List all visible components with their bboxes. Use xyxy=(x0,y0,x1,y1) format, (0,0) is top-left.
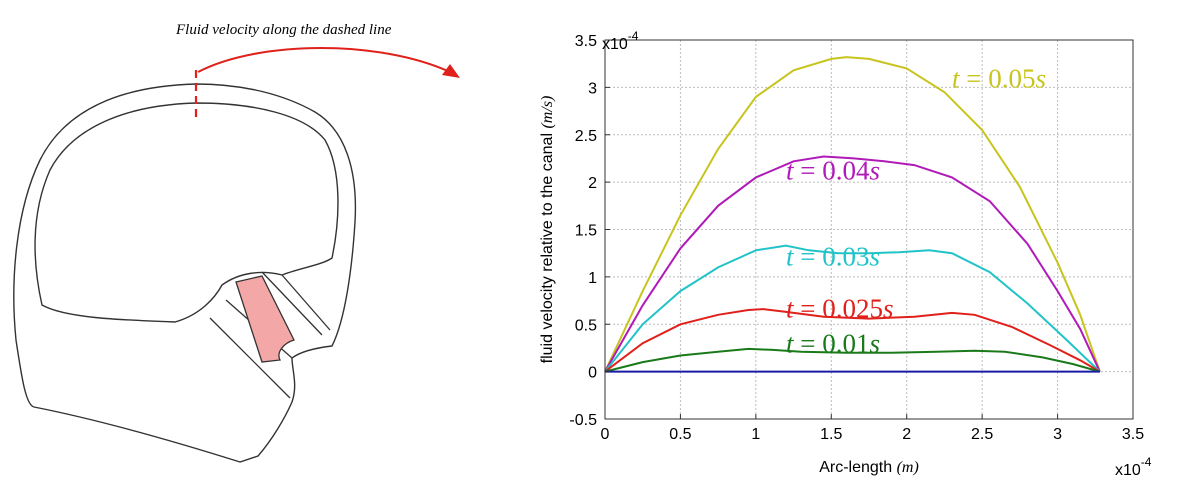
x-tick-label-4: 2 xyxy=(902,426,911,443)
diagram-caption: Fluid velocity along the dashed line xyxy=(176,22,392,38)
series-line-3 xyxy=(604,308,1101,373)
duct-wall-outer xyxy=(281,274,331,331)
y-exponent: x10-4 xyxy=(602,29,639,53)
series-layer xyxy=(604,56,1101,373)
duct-wall-right xyxy=(261,271,323,336)
x-tick-label-3: 1.5 xyxy=(820,426,842,443)
x-axis-title: Arc-length (m) xyxy=(819,459,919,476)
x-tick-label-1: 0.5 xyxy=(669,426,691,443)
x-exponent: x10-4 xyxy=(1115,455,1152,479)
series-line-0 xyxy=(604,56,1101,373)
y-tick-label-7: 3 xyxy=(588,80,597,97)
y-tick-label-4: 1.5 xyxy=(575,223,597,240)
y-tick-label-3: 1 xyxy=(588,270,597,287)
series-line-4 xyxy=(604,347,1101,373)
series-labels: t = 0.05s t = 0.04s t = 0.03s t = 0.025s t =… xyxy=(786,63,1046,358)
arrow-head xyxy=(442,64,460,78)
y-axis-title: fluid velocity relative to the canal (m/… xyxy=(539,96,556,364)
series-line-2 xyxy=(604,244,1101,373)
series-label-2: t = 0.03s xyxy=(786,242,880,272)
y-tick-label-6: 2.5 xyxy=(575,128,597,145)
y-tick-label-0: -0.5 xyxy=(569,412,597,429)
duct-wall-left xyxy=(209,317,291,399)
series-label-0: t = 0.05s xyxy=(952,63,1046,93)
arrow-path xyxy=(197,47,451,73)
x-tick-label-7: 3.5 xyxy=(1122,426,1144,443)
x-tick-label-6: 3 xyxy=(1053,426,1062,443)
axes: 0 0.5 1 1.5 2 2.5 3 3.5-0.500.511.522.533.5 xyxy=(569,33,1144,443)
cupula-highlight xyxy=(235,275,295,363)
y-tick-label-8: 3.5 xyxy=(575,33,597,50)
canal-diagram xyxy=(13,47,460,463)
series-label-1: t = 0.04s xyxy=(786,155,880,185)
x-tick-label-0: 0 xyxy=(601,426,610,443)
y-tick-label-1: 0 xyxy=(588,365,597,382)
inner-outline xyxy=(34,102,339,323)
grid xyxy=(604,39,1134,420)
series-label-4: t = 0.01s xyxy=(786,329,880,359)
series-line-1 xyxy=(604,155,1101,373)
x-tick-label-5: 2.5 xyxy=(971,426,993,443)
x-tick-label-2: 1 xyxy=(751,426,760,443)
series-label-3: t = 0.025s xyxy=(786,294,894,324)
outer-outline xyxy=(13,83,357,463)
y-tick-label-2: 0.5 xyxy=(575,317,597,334)
plot-frame xyxy=(604,39,1134,420)
y-tick-label-5: 2 xyxy=(588,175,597,192)
